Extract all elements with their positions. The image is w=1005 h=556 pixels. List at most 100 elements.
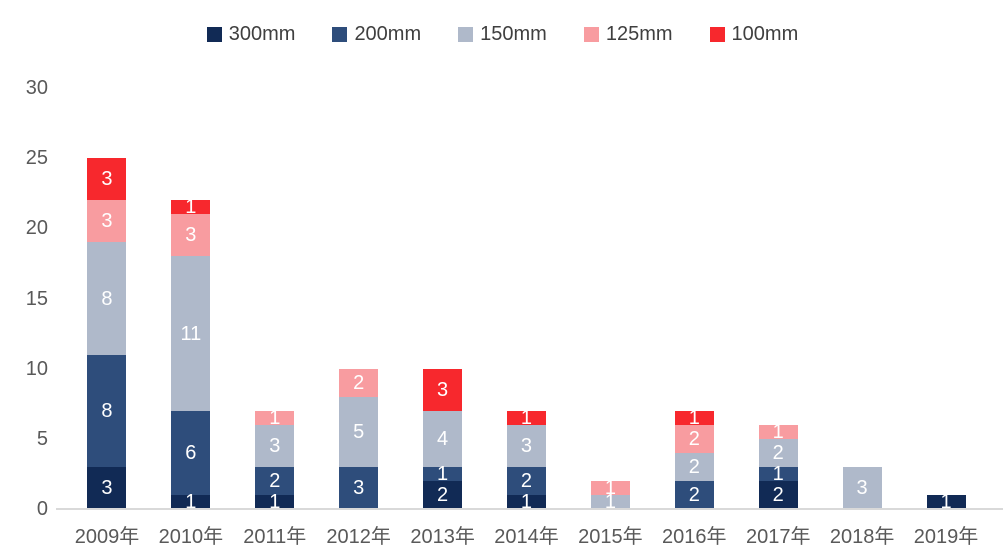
bar-segment-200mm: 1 [758, 462, 798, 485]
bar-segment-300mm: 3 [87, 466, 127, 509]
bar-value-label: 2 [688, 483, 700, 506]
bar-value-label: 11 [180, 322, 202, 345]
x-axis-label: 2014年 [494, 526, 559, 548]
legend-swatch-icon [206, 27, 222, 42]
bar-segment-125mm: 2 [339, 368, 379, 397]
bar-segment-150mm: 1 [590, 490, 630, 513]
bar-value-label: 1 [940, 490, 952, 513]
bar-value-label: 3 [101, 168, 113, 191]
x-axis-line [56, 508, 1003, 510]
bar-value-label: 1 [520, 406, 533, 429]
stacked-bar-2010年: 1 6 11 3 1 [171, 196, 211, 512]
legend-item-200mm: 200mm [332, 23, 421, 46]
bar-segment-200mm: 2 [674, 480, 714, 509]
legend-label: 300mm [228, 23, 296, 45]
bar-segment-150mm: 2 [758, 438, 798, 467]
bar-value-label: 8 [101, 287, 113, 310]
bar-segment-150mm: 3 [255, 424, 295, 467]
bar-value-label: 3 [185, 224, 197, 247]
bar-value-label: 2 [772, 483, 784, 506]
bar-value-label: 3 [520, 434, 533, 457]
bar-segment-200mm: 1 [423, 462, 463, 485]
bar-segment-150mm: 2 [674, 452, 714, 481]
bar-value-label: 2 [437, 483, 449, 506]
bar-value-label: 1 [772, 462, 784, 485]
bar-segment-100mm: 1 [674, 406, 714, 429]
bar-segment-300mm: 1 [506, 492, 546, 512]
bar-segment-100mm: 3 [423, 368, 463, 411]
bar-segment-150mm: 8 [87, 242, 127, 355]
bar-segment-125mm: 2 [674, 424, 714, 453]
bar-value-label: 2 [688, 427, 700, 450]
bar-column: 3 [820, 466, 904, 509]
bar-segment-150mm: 4 [423, 410, 463, 467]
bar-value-label: 1 [269, 490, 281, 513]
bar-value-label: 1 [185, 196, 197, 219]
bar-value-label: 3 [856, 476, 868, 499]
legend-label: 150mm [480, 23, 547, 45]
y-axis-tick-label: 0 [36, 498, 48, 520]
legend-item-100mm: 100mm [709, 23, 798, 46]
x-axis-label: 2016年 [662, 526, 727, 548]
x-axis-label: 2012年 [326, 526, 391, 548]
legend-label: 125mm [605, 23, 673, 45]
bar-value-label: 1 [269, 406, 281, 429]
legend-item-150mm: 150mm [458, 23, 547, 46]
bar-value-label: 1 [437, 462, 449, 485]
bar-segment-125mm: 1 [255, 406, 295, 429]
legend-label: 200mm [354, 23, 422, 45]
bar-value-label: 3 [101, 210, 113, 233]
bar-segment-125mm: 3 [87, 200, 127, 243]
bar-value-label: 5 [353, 420, 365, 443]
bar-segment-100mm: 1 [506, 406, 546, 429]
bar-segment-125mm: 1 [590, 478, 630, 498]
x-axis-labels: 2009年 2010年 2011年 2012年 2013年 2014年 2015年 2016年… [65, 520, 988, 549]
bar-column: 1 6 11 3 1 [149, 196, 233, 512]
legend-swatch-icon [332, 27, 348, 42]
bar-value-label: 2 [353, 371, 365, 394]
x-axis-label: 2017年 [745, 526, 811, 548]
x-axis-label: 2010年 [158, 526, 224, 548]
bar-columns: 3 8 8 3 3 1 6 11 3 1 1 2 3 1 3 5 2 2 1 4 3 1 2 3 1 1 1 2 2 2 1 2 1 2 1 3 1 [65, 88, 988, 513]
bar-segment-300mm: 1 [171, 492, 211, 512]
bar-segment-150mm: 5 [339, 396, 379, 467]
chart-legend: 300mm 200mm 150mm 125mm 100mm [0, 23, 1005, 46]
bar-column: 3 5 2 [317, 368, 401, 509]
bar-value-label: 3 [269, 434, 281, 457]
bar-value-label: 2 [688, 455, 700, 478]
bar-value-label: 4 [437, 427, 449, 450]
stacked-bar-2009年: 3 8 8 3 3 [87, 158, 127, 509]
bar-segment-200mm: 2 [255, 466, 295, 495]
bar-segment-300mm: 2 [758, 480, 798, 509]
bar-value-label: 2 [269, 469, 281, 492]
legend-swatch-icon [458, 27, 474, 42]
y-axis-tick-label: 20 [25, 217, 48, 240]
bar-segment-125mm: 1 [758, 422, 798, 442]
bar-value-label: 1 [604, 490, 616, 513]
bar-segment-200mm: 6 [171, 410, 211, 495]
x-axis-label: 2018年 [829, 526, 895, 548]
bar-value-label: 3 [353, 476, 365, 499]
bar-segment-150mm: 3 [506, 424, 546, 467]
bar-segment-150mm: 11 [171, 256, 211, 411]
bar-value-label: 3 [101, 476, 113, 499]
x-axis-label: 2013年 [410, 526, 475, 548]
bar-value-label: 1 [688, 406, 700, 429]
y-axis-tick-label: 10 [25, 357, 48, 380]
stacked-bar-2012年: 3 5 2 [339, 368, 379, 509]
bar-value-label: 2 [520, 469, 533, 492]
x-axis-label: 2009年 [74, 526, 140, 548]
y-axis-tick-label: 5 [36, 427, 48, 450]
y-axis-ticks: 0 5 10 15 20 25 30 [0, 0, 48, 556]
legend-swatch-icon [709, 27, 725, 42]
